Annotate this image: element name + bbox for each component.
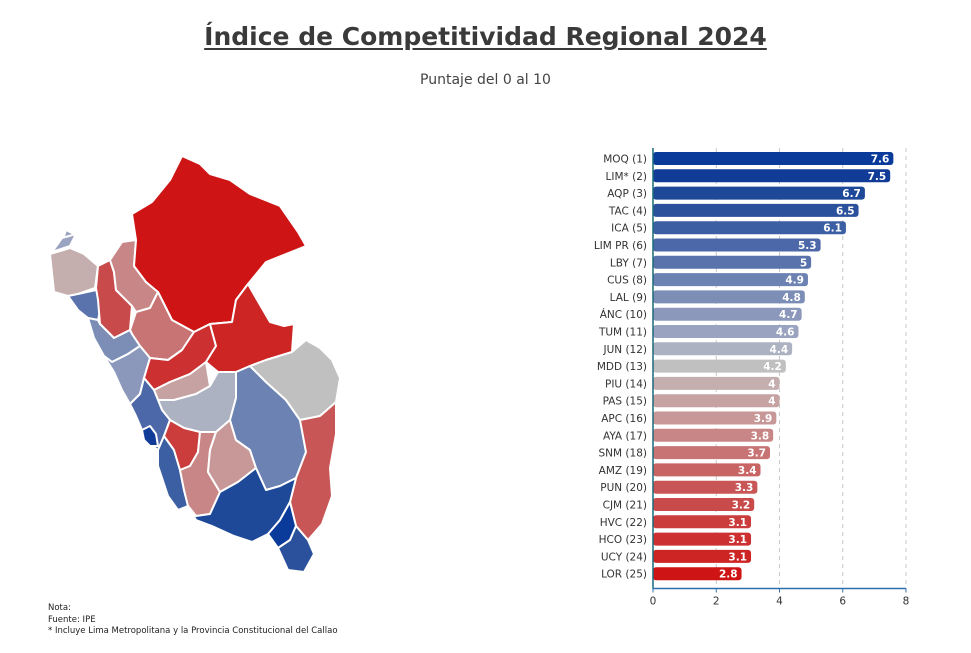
category-label-20: CJM (21) <box>603 500 647 512</box>
bar-value-label-23: 3.1 <box>728 551 747 563</box>
bar-5 <box>653 238 821 252</box>
bar-9 <box>653 307 802 321</box>
bar-10 <box>653 325 799 338</box>
map-region-ucayali <box>205 283 295 373</box>
map-region-piura <box>49 247 99 297</box>
map-region-lima <box>141 425 159 447</box>
bar-value-label-16: 3.8 <box>751 430 770 442</box>
bar-value-label-7: 4.9 <box>785 275 804 287</box>
category-label-19: PUN (20) <box>600 482 647 494</box>
category-label-1: LIM* (2) <box>606 171 647 183</box>
bar-value-label-17: 3.7 <box>747 448 766 460</box>
category-label-21: HVC (22) <box>600 517 647 529</box>
bar-7 <box>653 273 808 287</box>
bar-value-label-1: 7.5 <box>868 171 887 183</box>
peru-regions-map <box>49 155 341 573</box>
category-label-6: LBY (7) <box>610 257 647 269</box>
bar-value-label-15: 3.9 <box>754 413 773 425</box>
category-label-0: MOQ (1) <box>603 154 647 166</box>
category-label-24: LOR (25) <box>601 569 647 581</box>
category-label-13: PIU (14) <box>605 378 647 390</box>
bar-value-label-14: 4 <box>768 396 775 408</box>
asterisk-note: * Incluye Lima Metropolitana y la Provin… <box>48 626 338 636</box>
bar-value-label-19: 3.3 <box>735 482 754 494</box>
bar-12 <box>653 359 786 373</box>
chart-title: Índice de Competitividad Regional 2024 <box>204 22 767 51</box>
category-label-18: AMZ (19) <box>599 465 647 477</box>
x-tick-label-0: 0 <box>650 596 657 608</box>
bar-value-label-12: 4.2 <box>763 361 782 373</box>
bar-value-label-20: 3.2 <box>732 500 751 512</box>
bar-23 <box>653 549 752 563</box>
bar-18 <box>653 463 761 477</box>
bar-15 <box>653 411 777 425</box>
bar-value-label-0: 7.6 <box>871 154 890 166</box>
axes: 0 2 4 6 8 <box>650 148 910 608</box>
bar-value-label-5: 5.3 <box>798 240 817 252</box>
bar-8 <box>653 290 805 304</box>
map-region-la-libertad <box>87 317 141 363</box>
bar-value-label-21: 3.1 <box>728 517 747 529</box>
map-region-arequipa <box>187 467 297 543</box>
x-tick-label-6: 6 <box>839 596 846 608</box>
category-label-22: HCO (23) <box>599 534 647 546</box>
category-label-12: MDD (13) <box>597 361 647 373</box>
bar-16 <box>653 428 774 442</box>
bar-value-label-11: 4.4 <box>770 344 789 356</box>
category-label-10: TUM (11) <box>598 327 647 339</box>
category-label-4: ICA (5) <box>611 223 647 235</box>
map-region-madre-de-dios <box>249 339 341 421</box>
map-region-tumbes-main <box>51 233 77 253</box>
bar-24 <box>653 567 742 581</box>
bar-value-label-10: 4.6 <box>776 327 795 339</box>
bar-6 <box>653 255 812 269</box>
bar-21 <box>653 515 752 529</box>
bar-value-label-22: 3.1 <box>728 534 747 546</box>
category-label-9: ÁNC (10) <box>600 308 647 321</box>
map-region-tacna <box>277 525 315 573</box>
source-label: Fuente: IPE <box>48 614 96 625</box>
bar-value-label-3: 6.5 <box>836 205 855 217</box>
bar-value-label-13: 4 <box>768 378 775 390</box>
category-label-5: LIM PR (6) <box>594 240 647 252</box>
category-label-17: SNM (18) <box>599 448 647 460</box>
bar-4 <box>653 221 846 235</box>
x-tick-label-8: 8 <box>903 596 910 608</box>
bar-2 <box>653 186 865 200</box>
bar-13 <box>653 376 780 390</box>
chart-subtitle: Puntaje del 0 al 10 <box>420 72 551 88</box>
bar-value-label-24: 2.8 <box>719 569 738 581</box>
bar-14 <box>653 394 780 408</box>
bar-0 <box>653 152 894 165</box>
bar-19 <box>653 480 758 494</box>
bar-value-label-2: 6.7 <box>842 188 861 200</box>
bar-20 <box>653 498 755 511</box>
bar-value-label-8: 4.8 <box>782 292 801 304</box>
category-label-14: PAS (15) <box>603 396 647 408</box>
bar-value-label-4: 6.1 <box>823 223 842 235</box>
category-label-3: TAC (4) <box>608 205 647 217</box>
footnotes: Nota: Fuente: IPE * Incluye Lima Metropo… <box>48 603 338 638</box>
category-label-8: LAL (9) <box>610 292 647 304</box>
x-tick-label-2: 2 <box>713 596 720 608</box>
bar-11 <box>653 342 793 356</box>
category-label-15: APC (16) <box>601 413 647 425</box>
bars: 7.6 MOQ (1) 7.5 LIM* (2) 6.7 AQP (3) 6.5 TAC (4… <box>594 152 894 581</box>
bar-3 <box>653 203 859 217</box>
bar-value-label-6: 5 <box>800 257 807 269</box>
category-label-7: CUS (8) <box>607 275 647 287</box>
x-tick-label-4: 4 <box>776 596 783 608</box>
bar-value-label-9: 4.7 <box>779 309 798 321</box>
bar-1 <box>653 169 891 183</box>
bar-value-label-18: 3.4 <box>738 465 757 477</box>
category-label-16: AYA (17) <box>603 430 647 442</box>
ranking-bar-chart: 7.6 MOQ (1) 7.5 LIM* (2) 6.7 AQP (3) 6.5 TAC (4… <box>594 148 910 608</box>
bar-22 <box>653 532 752 546</box>
category-label-2: AQP (3) <box>607 188 647 200</box>
note-label: Nota: <box>48 603 71 613</box>
category-label-23: UCY (24) <box>601 551 647 563</box>
bar-17 <box>653 446 771 460</box>
category-label-11: JUN (12) <box>602 344 647 356</box>
